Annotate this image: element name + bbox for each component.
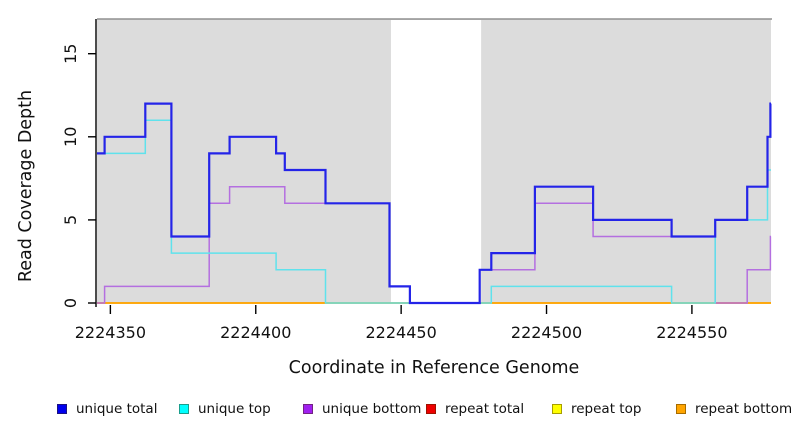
series-unique-total xyxy=(97,102,772,305)
y-tick-label: 10 xyxy=(61,127,80,147)
x-tick-label: 2224400 xyxy=(220,323,291,342)
chart-svg: 0 5 10 15 2224350 2224400 2224450 2224500 222455… xyxy=(16,18,772,378)
legend-item-unique-top: unique top xyxy=(179,400,271,418)
y-axis-title: Read Coverage Depth xyxy=(16,90,36,282)
y-tick-label: 0 xyxy=(61,298,80,308)
plot-background xyxy=(97,19,771,303)
x-axis-title: Coordinate in Reference Genome xyxy=(289,358,580,378)
x-tick-label: 2224450 xyxy=(366,323,437,342)
axes: 0 5 10 15 2224350 2224400 2224450 2224500 222455… xyxy=(61,19,728,342)
legend-item-unique-bottom: unique bottom xyxy=(303,400,421,418)
legend-label: unique total xyxy=(76,401,158,417)
legend-swatch-unique-top xyxy=(179,404,189,414)
legend-label: repeat total xyxy=(445,401,525,417)
legend-label: unique bottom xyxy=(322,401,422,417)
legend-item-unique-total: unique total xyxy=(57,400,157,418)
legend-label: unique top xyxy=(198,401,271,417)
legend-item-repeat-bottom: repeat bottom xyxy=(676,400,792,418)
legend-label: repeat top xyxy=(571,401,642,417)
coverage-gap-band xyxy=(390,20,482,303)
legend-swatch-repeat-total xyxy=(426,404,436,414)
y-tick-label: 15 xyxy=(61,44,80,64)
x-tick-label: 2224550 xyxy=(656,323,727,342)
legend-item-repeat-total: repeat total xyxy=(426,400,524,418)
x-tick-label: 2224500 xyxy=(511,323,582,342)
legend-item-repeat-top: repeat top xyxy=(552,400,641,418)
legend-label: repeat bottom xyxy=(695,401,792,417)
series-lines xyxy=(97,102,772,305)
legend-swatch-unique-bottom xyxy=(303,404,313,414)
coverage-chart: 0 5 10 15 2224350 2224400 2224450 2224500 222455… xyxy=(16,18,772,378)
x-tick-label: 2224350 xyxy=(75,323,146,342)
legend-swatch-unique-total xyxy=(57,404,67,414)
legend-swatch-repeat-top xyxy=(552,404,562,414)
legend-swatch-repeat-bottom xyxy=(676,404,686,414)
y-tick-label: 5 xyxy=(61,215,80,225)
legend: unique total unique top unique bottom repea… xyxy=(0,398,792,420)
